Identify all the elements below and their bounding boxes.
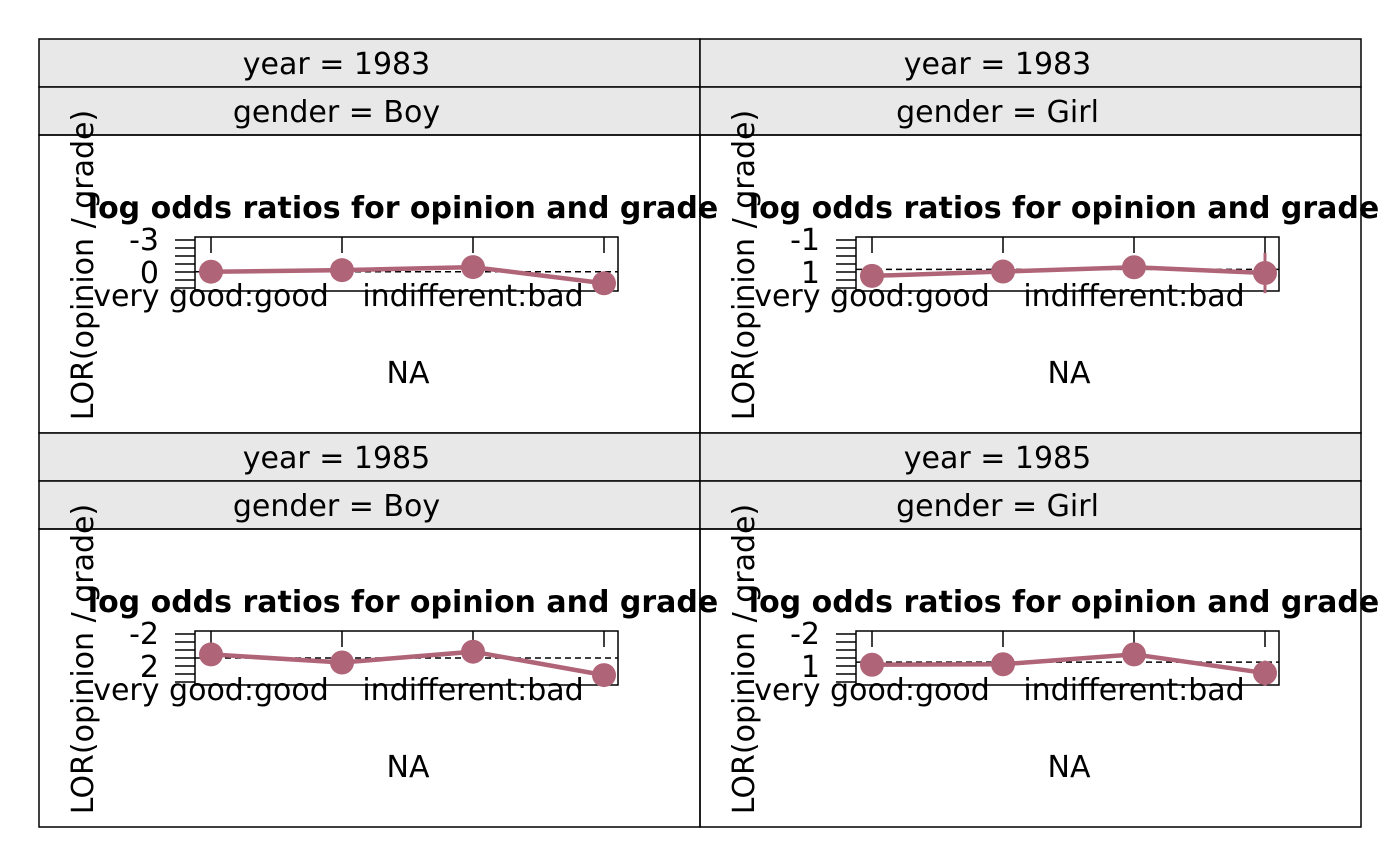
- strip-background: [699, 480, 1362, 530]
- y-axis-label: LOR(opinion / grade): [727, 504, 762, 814]
- data-point: [991, 259, 1015, 284]
- x-tick-label: very good:good: [93, 673, 329, 708]
- panel-1: year = 1983 gender = Boy log odds ratios f…: [38, 38, 718, 434]
- data-point: [1122, 642, 1146, 667]
- series-line: [210, 264, 605, 286]
- plot-box: [855, 236, 1280, 292]
- panel-frame: [699, 528, 1362, 828]
- x-tick-label: very good:good: [93, 279, 329, 314]
- strip-background: [38, 480, 701, 530]
- strip-background: [699, 86, 1362, 136]
- y-tick-label: 1: [801, 650, 820, 685]
- strip-background: [38, 38, 701, 88]
- data-point: [860, 263, 884, 288]
- y-axis-label: LOR(opinion / grade): [727, 110, 762, 420]
- data-point: [991, 652, 1015, 677]
- plot-box: [855, 630, 1280, 686]
- strip-label: gender = Girl: [896, 489, 1099, 524]
- plot-title: log odds ratios for opinion and grade: [88, 191, 718, 226]
- plot-title: log odds ratios for opinion and grade: [749, 585, 1379, 620]
- data-point: [330, 258, 354, 283]
- strip-background: [38, 432, 701, 482]
- y-tick-label: -2: [129, 617, 159, 652]
- strip-background: [699, 38, 1362, 88]
- y-tick-label: 1: [801, 256, 820, 291]
- panel-4: year = 1985 gender = Girl log odds ratios …: [699, 432, 1379, 828]
- x-axis-label: NA: [1048, 356, 1091, 391]
- strip-label: year = 1985: [243, 441, 431, 476]
- strip-background: [699, 432, 1362, 482]
- series-line: [871, 652, 1266, 676]
- strip-label: gender = Boy: [233, 95, 440, 130]
- y-tick-label: 0: [140, 256, 159, 291]
- data-point: [1253, 261, 1277, 285]
- data-point: [1122, 255, 1146, 280]
- y-axis-label: LOR(opinion / grade): [66, 110, 101, 420]
- strip-label: gender = Boy: [233, 489, 440, 524]
- data-point: [199, 259, 223, 284]
- data-point: [199, 642, 223, 667]
- y-tick-label: 2: [140, 650, 159, 685]
- panel-3: year = 1985 gender = Boy log odds ratios f…: [38, 432, 718, 828]
- x-axis-label: NA: [387, 356, 430, 391]
- x-tick-label: indifferent:bad: [362, 673, 583, 708]
- strip-label: year = 1983: [904, 47, 1092, 82]
- x-tick-label: very good:good: [754, 673, 990, 708]
- data-point: [330, 650, 354, 675]
- series-line: [871, 264, 1266, 279]
- x-tick-label: indifferent:bad: [1023, 673, 1244, 708]
- y-axis-label: LOR(opinion / grade): [66, 504, 101, 814]
- plot-title: log odds ratios for opinion and grade: [749, 191, 1379, 226]
- y-tick-label: -2: [790, 617, 820, 652]
- series-line: [210, 649, 605, 678]
- plot-title: log odds ratios for opinion and grade: [88, 585, 718, 620]
- panel-2: year = 1983 gender = Girl log odds ratios …: [699, 38, 1379, 434]
- strip-label: gender = Girl: [896, 95, 1099, 130]
- data-point: [461, 639, 485, 664]
- plot-box: [194, 236, 619, 292]
- x-tick-label: indifferent:bad: [362, 279, 583, 314]
- data-point: [1253, 661, 1277, 686]
- y-tick-label: -3: [129, 223, 159, 258]
- strip-label: year = 1983: [243, 47, 431, 82]
- x-axis-label: NA: [1048, 750, 1091, 785]
- x-axis-label: NA: [387, 750, 430, 785]
- data-point: [592, 663, 616, 688]
- data-point: [592, 271, 616, 296]
- x-tick-label: indifferent:bad: [1023, 279, 1244, 314]
- y-tick-label: -1: [790, 223, 820, 258]
- data-point: [860, 652, 884, 677]
- data-point: [461, 255, 485, 280]
- strip-background: [38, 86, 701, 136]
- strip-label: year = 1985: [904, 441, 1092, 476]
